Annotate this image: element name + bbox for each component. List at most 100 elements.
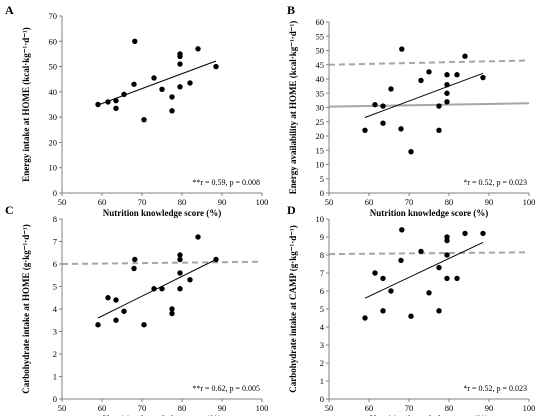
data-point: [169, 108, 175, 114]
data-point: [187, 80, 193, 86]
data-point: [95, 101, 101, 108]
data-point: [151, 286, 157, 292]
y-tick-label: 8: [53, 214, 57, 224]
data-point: [141, 116, 147, 123]
data-point: [113, 317, 119, 323]
data-point: [436, 308, 442, 314]
data-point: [169, 306, 175, 312]
data-point: [436, 103, 442, 109]
data-point: [418, 248, 424, 255]
correlation-annotation: **r = 0.62, p = 0.005: [192, 384, 260, 393]
y-tick-label: 5: [320, 304, 324, 314]
y-tick-label: 5: [320, 174, 324, 184]
data-point: [213, 63, 219, 70]
x-tick-label: 100: [523, 403, 536, 413]
data-point: [388, 288, 394, 294]
data-point: [436, 264, 442, 271]
x-tick-label: 70: [405, 197, 414, 207]
panel-c: C 50 60 70 80 90 100 0 1 2 3 4 5 6 7 8 Nutrition knowled…: [5, 203, 268, 416]
x-tick-label: 60: [98, 403, 107, 413]
data-point: [480, 74, 486, 81]
y-axis-label: Energy intake at HOME (kcal·kg⁻¹·d⁻¹): [21, 27, 31, 181]
data-point: [398, 257, 404, 264]
y-tick-label: 40: [49, 87, 58, 97]
y-tick-label: 20: [49, 137, 58, 147]
y-tick-label: 6: [320, 286, 324, 296]
data-point: [105, 295, 111, 301]
x-tick-label: 100: [256, 403, 269, 413]
y-axis-label: Carbohydrate intake at CAMP (g·kg⁻¹·d⁻¹): [288, 225, 298, 392]
x-tick-label: 70: [138, 197, 147, 207]
data-point: [444, 72, 450, 78]
data-point: [380, 120, 386, 126]
y-tick-label: 9: [320, 232, 324, 242]
data-point: [169, 310, 175, 317]
data-point: [426, 69, 432, 75]
y-tick-label: 45: [316, 60, 325, 70]
y-tick-label: 0: [53, 188, 57, 198]
data-point: [195, 46, 201, 52]
data-point: [177, 61, 183, 67]
x-tick-label: 60: [98, 197, 107, 207]
x-axis-label: Nutrition knowledge score (%): [370, 208, 489, 218]
data-point: [113, 105, 119, 111]
dashed-reference-line: [61, 260, 263, 265]
data-point: [132, 38, 138, 44]
data-point: [177, 252, 183, 258]
correlation-annotation: **r = 0.59, p = 0.008: [192, 178, 260, 187]
panel-label: A: [5, 3, 14, 17]
x-tick-label: 50: [325, 197, 334, 207]
panel-label: D: [287, 203, 296, 217]
data-point: [399, 227, 405, 233]
y-tick-label: 3: [320, 340, 324, 350]
data-point: [362, 315, 368, 321]
trendline: [364, 241, 484, 299]
correlation-annotation: *r = 0.52, p = 0.023: [463, 178, 527, 187]
data-point: [213, 256, 219, 263]
x-tick-label: 80: [178, 403, 187, 413]
trendline: [364, 72, 484, 118]
x-axis-label: Nutrition knowledge score (%): [103, 414, 222, 416]
panel-label: B: [287, 3, 295, 17]
data-point: [436, 127, 442, 133]
data-point: [444, 252, 450, 258]
x-tick-label: 100: [523, 197, 536, 207]
data-point: [418, 77, 424, 84]
x-tick-label: 90: [485, 403, 494, 413]
y-tick-label: 30: [316, 103, 325, 113]
x-tick-label: 70: [138, 403, 147, 413]
trendline: [97, 60, 217, 106]
data-point: [177, 84, 183, 90]
y-axis-label: Energy availability at HOME (kcal·kg⁻¹·d…: [288, 21, 298, 194]
data-point: [454, 275, 460, 282]
data-point: [380, 103, 386, 109]
x-tick-label: 50: [325, 403, 334, 413]
y-tick-label: 70: [49, 11, 58, 21]
data-point: [480, 230, 486, 237]
trendline: [97, 259, 217, 319]
x-tick-label: 90: [485, 197, 494, 207]
data-point: [426, 290, 432, 296]
dashed-reference-line: [328, 59, 530, 66]
y-tick-label: 2: [53, 349, 57, 359]
data-point: [462, 230, 468, 237]
y-tick-label: 1: [53, 372, 57, 382]
data-point: [131, 81, 137, 87]
y-tick-label: 0: [53, 394, 57, 404]
x-tick-label: 80: [445, 403, 454, 413]
y-tick-label: 0: [320, 394, 324, 404]
dashed-reference-line: [328, 251, 530, 256]
panel-b: B50 60 70 80 90 100051015202530354045505560Nu…: [287, 3, 535, 218]
y-tick-label: 10: [316, 160, 325, 170]
x-tick-label: 90: [218, 403, 227, 413]
data-point: [398, 126, 404, 132]
data-point: [380, 275, 386, 282]
y-tick-label: 10: [316, 214, 325, 224]
x-tick-label: 60: [365, 403, 374, 413]
data-point: [121, 308, 127, 314]
y-tick-label: 3: [53, 327, 57, 337]
y-tick-label: 35: [316, 88, 325, 98]
x-tick-label: 60: [365, 197, 374, 207]
